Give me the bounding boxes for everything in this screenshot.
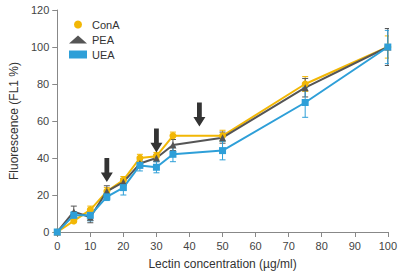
svg-text:ConA: ConA (92, 19, 120, 31)
svg-text:80: 80 (37, 78, 49, 90)
svg-text:100: 100 (379, 240, 397, 252)
svg-text:40: 40 (37, 152, 49, 164)
svg-text:Lectin concentration (µg/ml): Lectin concentration (µg/ml) (148, 257, 296, 271)
svg-text:40: 40 (183, 240, 195, 252)
svg-text:120: 120 (31, 4, 49, 16)
svg-text:90: 90 (349, 240, 361, 252)
svg-text:70: 70 (283, 240, 295, 252)
svg-text:0: 0 (54, 240, 60, 252)
svg-text:100: 100 (31, 41, 49, 53)
svg-text:0: 0 (43, 226, 49, 238)
svg-text:PEA: PEA (92, 34, 115, 46)
svg-text:60: 60 (249, 240, 261, 252)
svg-text:Fluorescence (FL1 %): Fluorescence (FL1 %) (7, 62, 21, 180)
svg-text:20: 20 (37, 189, 49, 201)
svg-text:UEA: UEA (92, 49, 115, 61)
svg-text:50: 50 (216, 240, 228, 252)
svg-text:30: 30 (150, 240, 162, 252)
svg-text:20: 20 (117, 240, 129, 252)
svg-text:80: 80 (316, 240, 328, 252)
svg-text:10: 10 (84, 240, 96, 252)
svg-text:60: 60 (37, 115, 49, 127)
